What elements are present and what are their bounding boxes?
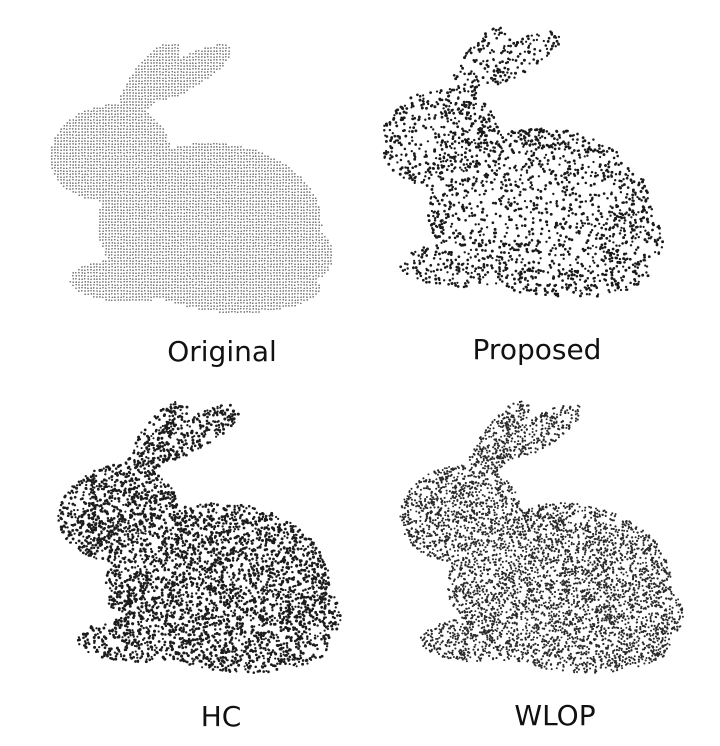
point-cloud xyxy=(382,26,665,298)
point-cloud xyxy=(50,43,333,314)
bunny-point-cloud-proposed xyxy=(382,26,665,298)
caption-original: Original xyxy=(167,335,277,368)
caption-proposed: Proposed xyxy=(472,333,602,366)
bunny-point-cloud-hc xyxy=(57,400,342,674)
point-cloud xyxy=(399,400,684,674)
caption-hc: HC xyxy=(200,700,242,733)
panel-wlop xyxy=(380,385,700,695)
caption-wlop: WLOP xyxy=(514,699,596,732)
panel-hc xyxy=(38,385,358,695)
point-cloud xyxy=(57,400,342,674)
bunny-point-cloud-wlop xyxy=(399,400,684,674)
panel-original xyxy=(30,25,350,335)
panel-proposed xyxy=(360,10,680,320)
bunny-point-cloud-original xyxy=(50,43,333,314)
